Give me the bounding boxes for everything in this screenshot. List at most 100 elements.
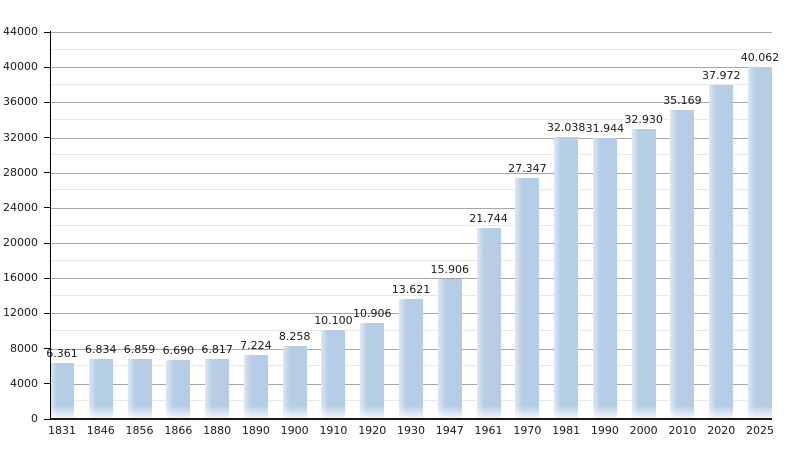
x-tick-label: 1910 — [319, 424, 348, 437]
bar-column: 13.621 1930 — [392, 32, 431, 437]
major-gridline — [50, 172, 772, 174]
bar-value-label: 31.944 — [585, 122, 625, 135]
y-axis-tick — [44, 242, 50, 244]
minor-gridline — [50, 189, 772, 191]
y-axis-tick — [44, 172, 50, 174]
x-tick-label: 1866 — [164, 424, 193, 437]
bar-column: 32.930 2000 — [624, 32, 663, 437]
y-axis-tick — [44, 31, 50, 33]
y-tick-label: 44000 — [3, 25, 38, 38]
y-axis-tick — [44, 418, 50, 420]
y-axis-tick — [44, 66, 50, 68]
y-tick-label: 0 — [31, 412, 38, 425]
x-tick-label: 2010 — [668, 424, 697, 437]
x-tick-label: 2000 — [629, 424, 658, 437]
x-tick-label: 1856 — [125, 424, 154, 437]
bar-column: 15.906 1947 — [431, 32, 470, 437]
x-tick-label: 1920 — [358, 424, 387, 437]
bar-value-label: 10.906 — [352, 307, 392, 320]
bar-column: 35.169 2010 — [663, 32, 702, 437]
bar-value-label: 21.744 — [469, 212, 508, 225]
bar — [166, 360, 191, 419]
bar-value-label: 6.690 — [162, 344, 195, 357]
bar-value-label: 6.859 — [123, 343, 156, 356]
bar-value-label: 13.621 — [391, 283, 431, 296]
y-axis-line — [50, 31, 51, 419]
bar — [592, 138, 617, 419]
bar — [670, 110, 695, 419]
bar — [127, 359, 152, 419]
x-tick-label: 1900 — [280, 424, 309, 437]
y-tick-label: 36000 — [3, 95, 38, 109]
bar-value-label: 6.361 — [46, 347, 78, 360]
minor-gridline — [50, 48, 772, 50]
bar-column: 27.347 1970 — [508, 32, 547, 437]
bar — [631, 129, 656, 419]
bar-column: 10.100 1910 — [314, 32, 353, 437]
bar — [321, 330, 346, 419]
bar-column: 7.224 1890 — [240, 32, 272, 437]
bar — [709, 85, 734, 419]
y-tick-label: 4000 — [10, 376, 38, 390]
bar — [360, 323, 385, 419]
x-axis-line — [50, 418, 772, 420]
bar-value-label: 15.906 — [430, 263, 470, 276]
bar-value-label: 32.930 — [624, 113, 663, 126]
y-tick-label: 12000 — [3, 306, 38, 320]
bar — [88, 359, 113, 419]
minor-gridline — [50, 154, 772, 156]
bar — [243, 355, 268, 419]
y-tick-label: 16000 — [3, 271, 38, 285]
bar — [476, 228, 501, 419]
y-tick-label: 24000 — [3, 200, 38, 214]
bar-value-label: 37.972 — [701, 69, 741, 82]
y-tick-label: 32000 — [3, 130, 38, 144]
minor-gridline — [50, 259, 772, 261]
bar-column: 6.859 1856 — [124, 32, 156, 437]
y-axis-tick — [44, 348, 50, 350]
minor-gridline — [50, 83, 772, 85]
y-axis-tick — [44, 207, 50, 209]
x-tick-label: 1846 — [86, 424, 115, 437]
bar-column: 32.038 1981 — [547, 32, 586, 437]
y-tick-label: 40000 — [3, 60, 38, 74]
x-tick-label: 1930 — [397, 424, 425, 437]
y-axis-tick — [44, 277, 50, 279]
bar-value-label: 32.038 — [546, 121, 586, 134]
x-tick-label: 2025 — [746, 424, 774, 437]
major-gridline — [50, 207, 772, 209]
bar-column: 6.690 1866 — [163, 32, 195, 437]
x-tick-label: 1970 — [513, 424, 542, 437]
bar — [748, 67, 772, 419]
major-gridline — [50, 102, 772, 104]
bar-column: 6.817 1880 — [201, 32, 233, 437]
y-tick-label: 8000 — [10, 341, 38, 355]
major-gridline — [50, 32, 772, 33]
bar — [282, 346, 307, 419]
x-tick-label: 1890 — [241, 424, 270, 437]
y-tick-label: 20000 — [3, 236, 38, 250]
bar-value-label: 10.100 — [314, 314, 353, 327]
major-gridline — [50, 137, 772, 139]
bar — [515, 178, 540, 419]
minor-gridline — [50, 294, 772, 296]
bar-value-label: 8.258 — [278, 330, 311, 343]
minor-gridline — [50, 224, 772, 226]
y-axis-tick — [44, 312, 50, 314]
bar-value-label: 7.224 — [240, 339, 272, 352]
y-tick-label: 28000 — [3, 165, 38, 179]
x-tick-label: 1947 — [435, 424, 464, 437]
x-tick-label: 1831 — [48, 424, 76, 437]
bar-column: 6.361 1831 — [46, 32, 78, 437]
bar-value-label: 35.169 — [663, 94, 702, 107]
x-tick-label: 1990 — [590, 424, 619, 437]
bar-value-label: 6.834 — [85, 343, 117, 356]
major-gridline — [50, 278, 772, 280]
y-axis-tick — [44, 383, 50, 385]
bar-column: 31.944 1990 — [586, 32, 625, 437]
bar-column: 21.744 1961 — [469, 32, 508, 437]
bar-column: 6.834 1846 — [85, 32, 117, 437]
bar-value-label: 27.347 — [508, 162, 547, 175]
bar — [554, 137, 579, 419]
